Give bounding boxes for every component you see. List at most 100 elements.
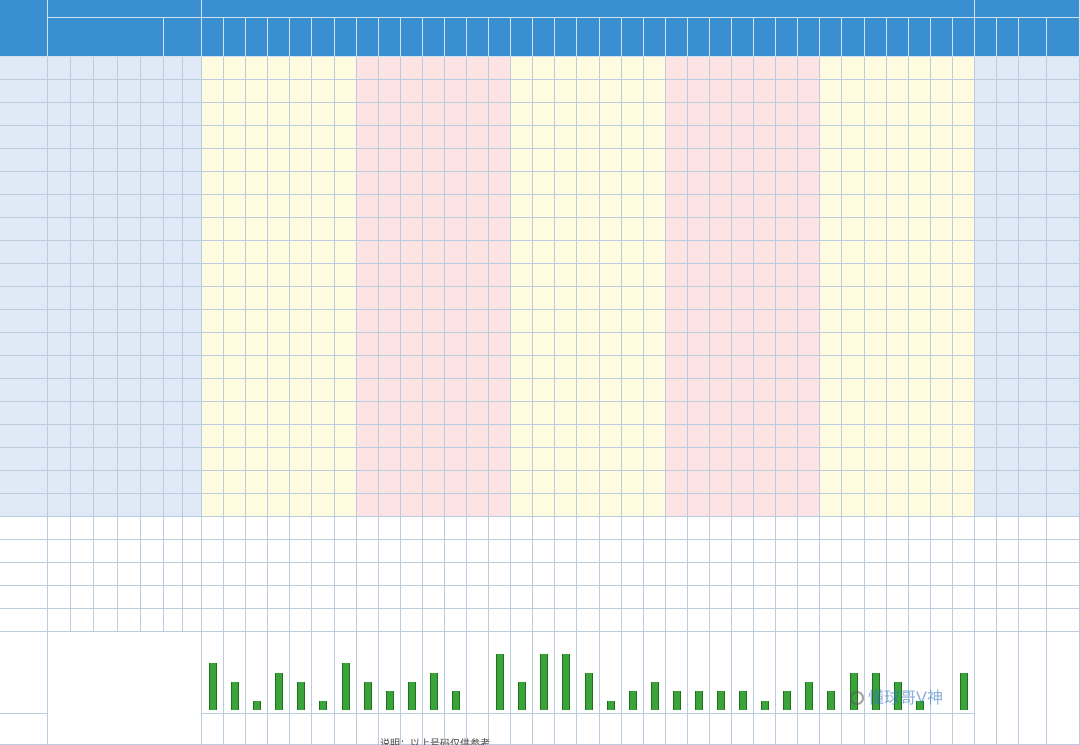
back-number — [164, 264, 183, 287]
trend-cell — [378, 425, 401, 448]
empty-cell — [312, 517, 335, 540]
empty-cell — [356, 609, 379, 632]
back-number — [164, 494, 183, 517]
consecutive-cell — [997, 356, 1019, 379]
trend-cell — [511, 103, 534, 126]
empty-cell — [71, 517, 95, 540]
trend-cell — [842, 126, 865, 149]
empty-cell — [489, 609, 512, 632]
empty-cell — [183, 586, 202, 609]
trend-cell — [864, 103, 887, 126]
trend-cell — [643, 356, 666, 379]
empty-cell — [164, 540, 183, 563]
trend-hit-01 — [202, 264, 225, 287]
stats-column — [709, 632, 733, 714]
front-number — [48, 471, 72, 494]
trend-cell — [334, 218, 357, 241]
trend-cell — [489, 57, 512, 80]
odd-even-cell — [1047, 126, 1080, 149]
trend-cell — [312, 57, 335, 80]
trend-hit-10 — [400, 494, 423, 517]
empty-cell — [754, 586, 777, 609]
odd-even-cell — [1047, 356, 1080, 379]
trend-hit-24 — [709, 287, 733, 310]
trend-cell — [687, 126, 710, 149]
empty-cell — [0, 517, 48, 540]
empty-cell — [577, 517, 600, 540]
trend-cell — [533, 218, 556, 241]
trend-cell — [732, 310, 755, 333]
trend-cell — [356, 218, 379, 241]
front-number — [48, 356, 72, 379]
front-number — [94, 471, 118, 494]
trend-hit-28 — [798, 494, 821, 517]
trend-cell — [246, 310, 269, 333]
stats-ball-number — [687, 714, 710, 745]
trend-cell — [577, 402, 600, 425]
trend-cell — [842, 80, 865, 103]
empty-cell — [687, 563, 710, 586]
empty-cell — [117, 540, 141, 563]
empty-cell — [577, 540, 600, 563]
trend-cell — [489, 287, 512, 310]
trend-hit-15 — [511, 402, 534, 425]
front-number — [140, 356, 164, 379]
trend-hit-35 — [952, 264, 975, 287]
empty-cell — [489, 586, 512, 609]
trend-cell — [930, 287, 953, 310]
stats-ball-number — [930, 714, 953, 745]
sum-cell — [1019, 402, 1047, 425]
empty-cell — [290, 563, 313, 586]
trend-cell — [202, 195, 225, 218]
count-bar — [341, 663, 350, 710]
trend-cell — [798, 172, 821, 195]
front-number — [48, 333, 72, 356]
trend-cell — [599, 241, 622, 264]
trend-cell — [709, 126, 733, 149]
sum-cell — [1019, 57, 1047, 80]
trend-cell — [732, 494, 755, 517]
trend-cell — [422, 241, 445, 264]
table-row — [0, 425, 1080, 448]
empty-cell — [48, 609, 72, 632]
odd-even-cell — [1047, 471, 1080, 494]
back-number — [183, 310, 202, 333]
trend-cell — [290, 333, 313, 356]
trend-cell — [886, 425, 909, 448]
trend-cell — [754, 494, 777, 517]
stats-ball-number — [555, 714, 578, 745]
count-bar — [893, 682, 902, 710]
trend-cell — [599, 448, 622, 471]
trend-cell — [709, 333, 733, 356]
header-ball-21 — [643, 18, 666, 57]
stats-column — [643, 632, 666, 714]
trend-cell — [842, 333, 865, 356]
trend-hit-24 — [709, 494, 733, 517]
count-bar — [871, 673, 880, 710]
count-bar — [959, 673, 968, 710]
front-number — [48, 379, 72, 402]
stats-ball-number — [489, 714, 512, 745]
header-draw-group — [48, 0, 202, 18]
trend-cell — [754, 241, 777, 264]
trend-hit-16 — [533, 126, 556, 149]
consecutive-cell — [997, 402, 1019, 425]
trend-cell — [224, 379, 247, 402]
empty-cell — [334, 540, 357, 563]
empty-cell — [164, 517, 183, 540]
trend-cell — [687, 80, 710, 103]
trend-cell — [864, 264, 887, 287]
trend-cell — [202, 241, 225, 264]
back-number — [164, 57, 183, 80]
trend-cell — [489, 333, 512, 356]
front-number — [94, 241, 118, 264]
trend-cell — [334, 241, 357, 264]
empty-cell — [489, 517, 512, 540]
trend-hit-19 — [599, 471, 622, 494]
header-ball-09 — [378, 18, 401, 57]
empty-cell — [975, 609, 997, 632]
empty-cell — [246, 563, 269, 586]
trend-cell — [886, 126, 909, 149]
trend-cell — [555, 425, 578, 448]
trend-cell — [886, 356, 909, 379]
